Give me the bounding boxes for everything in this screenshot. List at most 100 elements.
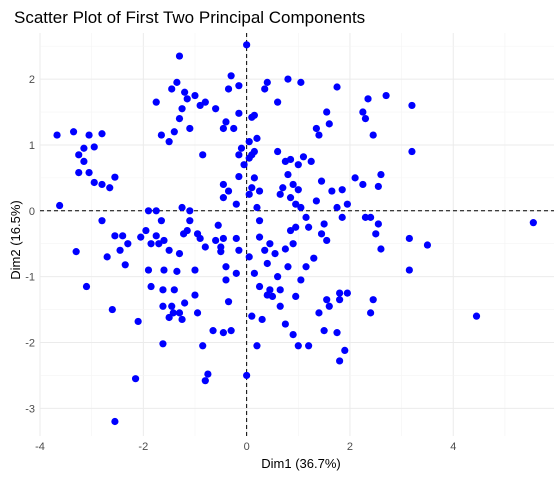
data-point bbox=[199, 151, 207, 159]
data-point bbox=[284, 170, 292, 179]
data-point bbox=[312, 197, 320, 205]
data-point bbox=[147, 282, 155, 291]
y-tick-label: -1 bbox=[25, 272, 35, 284]
data-point bbox=[312, 124, 320, 133]
data-point bbox=[219, 329, 227, 337]
data-point bbox=[338, 186, 346, 194]
data-point bbox=[369, 296, 377, 304]
data-point bbox=[323, 108, 331, 116]
data-point bbox=[108, 305, 116, 314]
data-point bbox=[261, 85, 269, 93]
y-tick-labels: -3 -2 -1 0 1 2 bbox=[25, 74, 35, 415]
data-point bbox=[292, 292, 300, 300]
data-point bbox=[152, 207, 160, 215]
data-point bbox=[183, 95, 191, 103]
data-point bbox=[317, 230, 326, 238]
data-point bbox=[279, 184, 287, 192]
data-point bbox=[144, 207, 153, 215]
data-point bbox=[359, 108, 367, 116]
data-point bbox=[183, 226, 191, 235]
data-point bbox=[173, 267, 181, 275]
data-point bbox=[284, 263, 292, 271]
data-point bbox=[224, 85, 233, 93]
data-point bbox=[142, 226, 150, 235]
data-point bbox=[75, 151, 83, 159]
data-point bbox=[175, 249, 184, 258]
data-point bbox=[214, 221, 222, 229]
data-point bbox=[175, 115, 184, 123]
x-tick-labels: -4 -2 0 2 4 bbox=[35, 441, 456, 453]
data-point bbox=[160, 236, 168, 245]
data-point bbox=[243, 371, 251, 380]
data-point bbox=[284, 75, 292, 83]
data-point bbox=[232, 200, 240, 208]
y-axis-title: Dim2 (16.5%) bbox=[8, 200, 23, 279]
data-point bbox=[274, 98, 282, 106]
data-point bbox=[193, 309, 202, 317]
data-point bbox=[98, 130, 106, 138]
data-point bbox=[255, 282, 264, 291]
x-tick-label: 4 bbox=[450, 441, 456, 453]
data-point bbox=[80, 157, 88, 166]
data-point bbox=[405, 266, 413, 274]
data-point bbox=[159, 340, 167, 348]
data-point bbox=[351, 174, 359, 182]
data-point bbox=[405, 234, 413, 243]
data-point bbox=[408, 101, 416, 110]
data-point bbox=[305, 223, 313, 231]
data-point bbox=[116, 246, 124, 254]
data-point bbox=[315, 309, 323, 317]
data-point bbox=[367, 213, 375, 221]
data-point bbox=[338, 213, 346, 221]
data-point bbox=[245, 190, 253, 198]
reference-lines bbox=[40, 33, 554, 436]
data-point bbox=[85, 131, 93, 139]
data-point bbox=[292, 200, 300, 208]
data-point bbox=[372, 230, 380, 238]
data-point bbox=[69, 128, 78, 136]
y-tick-label: -2 bbox=[25, 337, 35, 349]
data-point bbox=[201, 98, 209, 106]
data-point bbox=[237, 144, 246, 152]
data-point bbox=[178, 315, 186, 324]
data-point bbox=[361, 115, 370, 123]
data-point bbox=[274, 147, 282, 156]
x-tick-label: 0 bbox=[244, 441, 250, 453]
data-point bbox=[367, 309, 375, 317]
data-point bbox=[343, 289, 351, 297]
data-point bbox=[235, 82, 243, 90]
data-point bbox=[364, 95, 372, 103]
data-point bbox=[170, 286, 178, 294]
data-point bbox=[243, 41, 251, 49]
data-point bbox=[119, 232, 127, 240]
data-point bbox=[289, 240, 297, 248]
data-point bbox=[159, 302, 167, 310]
data-point bbox=[253, 342, 261, 350]
data-point bbox=[245, 154, 253, 162]
data-point bbox=[307, 157, 315, 166]
data-point bbox=[157, 217, 165, 225]
data-point bbox=[219, 194, 227, 202]
data-point bbox=[250, 174, 258, 182]
data-point bbox=[240, 161, 248, 169]
data-point bbox=[245, 253, 253, 261]
data-point bbox=[325, 302, 333, 310]
data-point bbox=[297, 78, 305, 86]
data-point bbox=[90, 178, 98, 187]
data-point bbox=[286, 155, 295, 164]
data-point bbox=[374, 220, 382, 228]
data-point bbox=[219, 180, 227, 189]
data-point bbox=[325, 120, 333, 128]
data-point bbox=[222, 263, 230, 271]
x-tick-label: 2 bbox=[347, 441, 353, 453]
data-point bbox=[232, 234, 240, 243]
data-point bbox=[255, 187, 264, 195]
data-point bbox=[230, 124, 238, 133]
data-point bbox=[253, 203, 261, 212]
data-point bbox=[212, 236, 220, 245]
data-point bbox=[201, 243, 209, 251]
data-point bbox=[361, 213, 370, 221]
data-point bbox=[165, 138, 173, 146]
data-point bbox=[333, 329, 341, 337]
